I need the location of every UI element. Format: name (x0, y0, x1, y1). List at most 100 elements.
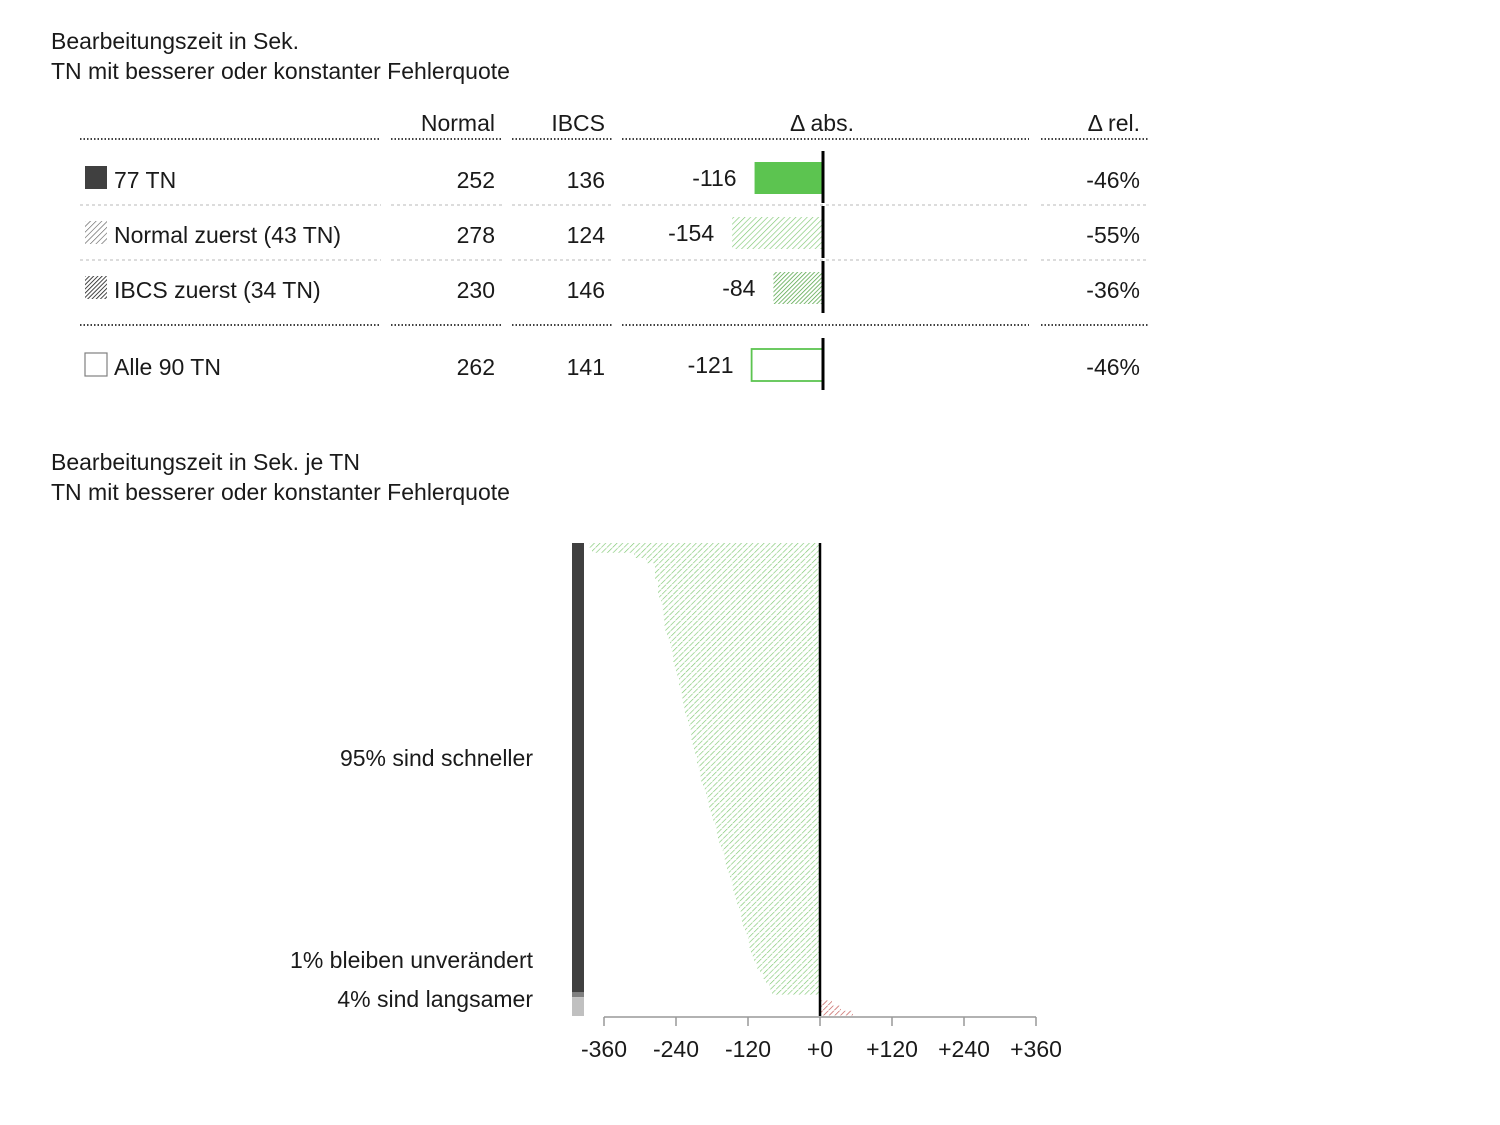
chart-bar (716, 828, 820, 834)
chart-bar (658, 584, 820, 590)
chart-bar (683, 698, 820, 704)
chart-bar (709, 802, 820, 808)
chart-bar (710, 808, 820, 813)
chart-bar (662, 610, 820, 616)
chart-bar (694, 745, 820, 751)
header-ibcs: IBCS (551, 110, 605, 136)
chart-bar (763, 974, 820, 980)
delta-abs-bar (754, 162, 823, 194)
delta-abs-label: -84 (722, 275, 755, 301)
chart-bar (734, 891, 820, 896)
delta-abs-label: -116 (692, 165, 736, 191)
chart-bar (684, 704, 820, 709)
cell-ibcs: 136 (567, 167, 605, 193)
chart-bars (589, 543, 853, 1016)
chart-bar (686, 714, 820, 720)
cell-delta-rel: -36% (1086, 277, 1140, 303)
x-tick-label: +0 (807, 1036, 833, 1062)
chart-bar (766, 979, 820, 985)
chart-bar (667, 631, 820, 636)
chart-bar (742, 917, 820, 922)
chart-bar (695, 750, 820, 756)
chart-bar (718, 834, 820, 839)
cell-ibcs: 124 (567, 222, 606, 248)
chart-bar (706, 792, 820, 798)
chart-bar (739, 906, 820, 912)
chart-bar (740, 912, 820, 917)
chart-bar (724, 854, 820, 860)
cell-ibcs: 141 (567, 354, 605, 380)
table-rows: 77 TN 252 136 -116 -46% Normal zuerst (43 TN)… (84, 151, 1140, 390)
chart-bar (722, 849, 820, 855)
x-tick-label: +240 (938, 1036, 990, 1062)
chart-bar (661, 600, 820, 605)
chart-bar (701, 776, 820, 782)
legend-swatch (85, 221, 107, 244)
chart-bar (719, 839, 820, 844)
chart-bar (664, 620, 820, 626)
group-label: 95% sind schneller (340, 745, 533, 771)
x-axis: -360 -240 -120 +0 +120 +240 +360 (581, 1016, 1062, 1062)
chart-bar (662, 605, 820, 610)
header-delta-rel: Δ rel. (1088, 110, 1140, 136)
cell-ibcs: 146 (567, 277, 605, 303)
cell-normal: 262 (457, 354, 495, 380)
chart-bar (704, 787, 820, 792)
chart-bar (703, 782, 820, 787)
chart-bar (754, 958, 820, 964)
group-label: 1% bleiben unverändert (290, 947, 534, 973)
chart-bar (727, 865, 820, 870)
cell-delta-rel: -55% (1086, 222, 1140, 248)
table-subtitle: TN mit besserer oder konstanter Fehlerqu… (51, 58, 510, 84)
chart-bar (655, 563, 820, 569)
row-label: Alle 90 TN (114, 354, 221, 380)
chart-bar (713, 818, 820, 824)
chart-bar (731, 880, 820, 886)
chart-bar (751, 948, 820, 954)
chart-bar (721, 844, 820, 850)
chart-bar (700, 771, 820, 777)
chart-bar (757, 964, 820, 969)
chart-bar (673, 652, 820, 657)
chart-bar (707, 797, 820, 803)
chart-bar (820, 1005, 841, 1011)
row-label: Normal zuerst (43 TN) (114, 222, 341, 248)
chart-bar (743, 922, 820, 928)
chart-bar (664, 615, 820, 621)
chart-bar (748, 938, 820, 943)
table-title: Bearbeitungszeit in Sek. (51, 28, 299, 54)
legend-swatch (84, 352, 108, 377)
chart-bar (769, 984, 820, 990)
legend-swatch (85, 276, 107, 299)
x-tick-label: -360 (581, 1036, 627, 1062)
chart-bar (646, 558, 820, 564)
cell-normal: 278 (457, 222, 495, 248)
row-label: IBCS zuerst (34 TN) (114, 277, 321, 303)
chart-bar (715, 823, 820, 829)
chart-bar (689, 724, 820, 730)
cell-normal: 252 (457, 167, 495, 193)
chart-subtitle: TN mit besserer oder konstanter Fehlerqu… (51, 479, 510, 505)
chart-bar (659, 594, 820, 600)
chart-bar (655, 574, 820, 579)
chart-bar (674, 662, 820, 668)
group-label: 4% sind langsamer (337, 986, 533, 1012)
chart-bar (698, 766, 820, 772)
chart-bar (658, 589, 820, 595)
chart-bar (772, 990, 820, 995)
chart-bar (820, 1000, 832, 1006)
chart-bar (728, 870, 820, 876)
chart-bar (730, 875, 820, 881)
x-tick-label: -240 (653, 1036, 699, 1062)
cell-normal: 230 (457, 277, 495, 303)
chart-bar (682, 693, 820, 699)
chart-bar (746, 932, 820, 938)
chart-bar (670, 641, 820, 647)
row-label: 77 TN (114, 167, 176, 193)
chart-bar (589, 543, 820, 548)
chart-bar (697, 756, 820, 761)
chart-bar (712, 813, 820, 818)
chart-bar (673, 657, 820, 662)
chart-bar (697, 761, 820, 766)
chart-bar (749, 943, 820, 948)
